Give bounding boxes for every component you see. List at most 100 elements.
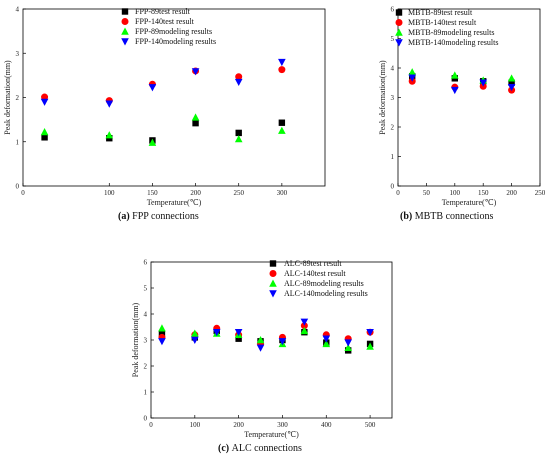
x-tick-label: 300 xyxy=(277,189,288,197)
data-point-s3 xyxy=(234,78,243,87)
x-tick-label: 250 xyxy=(535,189,546,197)
caption-text: FPP connections xyxy=(130,211,199,222)
legend-entry: MBTB-89modeling results xyxy=(408,28,494,37)
x-tick-label: 400 xyxy=(321,421,332,429)
data-point-s2 xyxy=(278,126,286,134)
x-tick-label: 100 xyxy=(104,189,115,197)
data-point-s2 xyxy=(234,135,243,143)
y-tick-label: 5 xyxy=(391,35,395,43)
y-tick-label: 4 xyxy=(391,65,395,73)
y-axis-label: Peak deformation(mm) xyxy=(131,302,140,377)
x-tick-label: 200 xyxy=(506,189,517,197)
data-point-s3 xyxy=(507,83,516,92)
data-point-s1 xyxy=(278,66,286,74)
legend-symbol xyxy=(269,290,277,298)
data-point-s3 xyxy=(105,100,114,108)
data-point-s0 xyxy=(158,330,166,337)
legend-symbol xyxy=(395,39,403,47)
legend-symbol xyxy=(269,270,277,277)
data-point-s2 xyxy=(451,71,459,79)
data-point-s0 xyxy=(41,134,48,141)
data-point-s3 xyxy=(278,58,286,67)
data-point-s3 xyxy=(158,338,166,346)
y-tick-label: 1 xyxy=(16,138,20,146)
legend-entry: FPP-140test result xyxy=(135,17,195,26)
legend-symbol xyxy=(395,9,403,16)
legend-symbol xyxy=(121,38,129,46)
legend-symbol xyxy=(269,260,277,267)
x-tick-label: 250 xyxy=(233,189,244,197)
y-tick-label: 6 xyxy=(144,259,148,267)
x-tick-label: 500 xyxy=(365,421,376,429)
caption-letter: (b) xyxy=(400,211,412,222)
data-point-s0 xyxy=(192,119,199,127)
chart-panel-1: 0 50 100 150 200 250 0 1 2 3 4 5 6 Temperature(℃) Peak… xyxy=(378,6,546,223)
legend-entry: ALC-89test result xyxy=(284,259,342,268)
x-axis-label: Temperature(℃) xyxy=(147,198,202,207)
legend-entry: FPP-89modeling results xyxy=(135,27,212,36)
legend-symbol xyxy=(121,27,129,35)
data-point-s3 xyxy=(148,84,157,92)
x-tick-label: 0 xyxy=(149,421,153,429)
data-point-s2 xyxy=(148,138,157,146)
caption-letter: (c) xyxy=(218,443,229,454)
data-point-s2 xyxy=(191,113,200,121)
data-point-s0 xyxy=(278,119,286,126)
x-tick-label: 100 xyxy=(190,421,201,429)
data-point-s2 xyxy=(322,339,331,348)
legend-entry: MBTB-140modeling results xyxy=(408,38,498,47)
y-tick-label: 3 xyxy=(144,337,148,345)
data-point-s3 xyxy=(40,98,49,106)
y-tick-label: 1 xyxy=(391,153,395,161)
y-tick-label: 2 xyxy=(144,363,148,371)
caption-text: ALC connections xyxy=(229,443,302,454)
chart-panel-0: 0 100 150 200 250 300 0 1 2 3 4 Temperature(℃) Peak … xyxy=(3,6,326,222)
x-tick-label: 200 xyxy=(190,189,201,197)
y-tick-label: 3 xyxy=(391,94,395,102)
data-point-s3 xyxy=(234,329,243,337)
data-point-s3 xyxy=(278,338,287,346)
x-axis-label: Temperature(℃) xyxy=(244,430,299,439)
data-point-s2 xyxy=(300,326,309,335)
y-tick-label: 0 xyxy=(16,183,20,191)
data-point-s3 xyxy=(366,329,374,337)
panel-caption: (a) FPP connections xyxy=(118,211,199,222)
data-point-s3 xyxy=(191,68,200,76)
x-tick-label: 150 xyxy=(147,189,158,197)
data-point-s2 xyxy=(158,324,166,332)
x-tick-label: 0 xyxy=(21,189,25,197)
data-point-s0 xyxy=(235,129,242,137)
legend-entry: ALC-140modeling results xyxy=(284,289,368,298)
caption-text: MBTB connections xyxy=(412,211,493,222)
panel-caption: (c) ALC connections xyxy=(218,443,302,454)
x-tick-label: 50 xyxy=(423,189,431,197)
y-tick-label: 3 xyxy=(16,50,20,58)
x-tick-label: 0 xyxy=(396,189,400,197)
legend-entry: ALC-140test result xyxy=(284,269,346,278)
data-point-s2 xyxy=(256,336,265,344)
y-tick-label: 6 xyxy=(391,6,395,14)
y-tick-label: 4 xyxy=(144,311,148,319)
x-axis-label: Temperature(℃) xyxy=(442,198,497,207)
data-point-s3 xyxy=(212,329,221,337)
legend-symbol xyxy=(121,8,129,15)
y-tick-label: 1 xyxy=(144,389,148,397)
chart-panel-2: 0 100 200 300 400 500 0 1 2 3 4 5 6 Temperature(℃) Pea… xyxy=(131,259,393,454)
legend-entry: FPP-140modeling results xyxy=(135,37,216,46)
data-point-s2 xyxy=(408,68,416,76)
legend-entry: MBTB-140test result xyxy=(408,18,477,27)
x-tick-label: 300 xyxy=(277,421,288,429)
y-tick-label: 0 xyxy=(144,415,148,423)
data-point-s3 xyxy=(479,79,487,87)
data-point-s2 xyxy=(105,131,114,139)
y-tick-label: 2 xyxy=(16,94,20,102)
data-point-s2 xyxy=(507,74,516,82)
data-point-s2 xyxy=(191,329,199,337)
data-point-s3 xyxy=(191,336,199,344)
y-axis-label: Peak deformation(mm) xyxy=(3,60,12,135)
caption-letter: (a) xyxy=(118,211,130,222)
y-tick-label: 5 xyxy=(144,285,148,293)
